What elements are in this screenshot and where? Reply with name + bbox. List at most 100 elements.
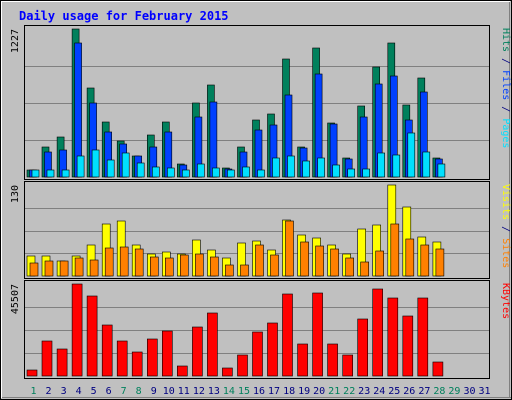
series-pages	[31, 132, 446, 178]
bar-pages-day-10	[167, 167, 175, 178]
x-axis-day-labels: 1 2 3 4 5 6 7 8 9 10 11 12 13 14 15 16 17 18 19 20 21 22 23 24 2…	[30, 386, 490, 397]
x-tick-label-day-31: 31	[478, 386, 490, 397]
chart-title: Daily usage for February 2015	[19, 9, 229, 23]
x-tick-label-day-10: 10	[163, 386, 175, 397]
bar-pages-day-25	[392, 154, 401, 178]
bar-kbytes-day-12	[192, 326, 203, 377]
bar-pages-day-13	[212, 167, 220, 178]
bar-files-day-13	[209, 101, 218, 178]
bar-sites-day-8	[134, 248, 144, 277]
x-tick-label-day-20: 20	[313, 386, 325, 397]
bar-kbytes-day-3	[56, 348, 68, 377]
series-sites	[29, 220, 445, 277]
legend-entry: /	[500, 52, 511, 70]
bar-sites-day-22	[345, 257, 355, 277]
legend-entry: Hits	[500, 28, 511, 52]
bar-pages-day-19	[302, 160, 310, 178]
bar-sites-day-25	[390, 223, 400, 277]
chart-panels: 1227 Hits / Files / Pages 130 Visits / Site…	[10, 25, 511, 379]
legend-entry: /	[500, 220, 511, 238]
x-tick-label-day-1: 1	[30, 386, 36, 397]
x-tick-label-day-18: 18	[283, 386, 295, 397]
x-tick-label-day-4: 4	[76, 386, 82, 397]
bar-sites-day-13	[210, 256, 219, 277]
bar-sites-day-23	[360, 261, 370, 277]
bar-pages-day-8	[136, 162, 145, 178]
x-tick-label-day-17: 17	[268, 386, 280, 397]
x-tick-label-day-25: 25	[388, 386, 400, 397]
x-tick-label-day-8: 8	[136, 386, 142, 397]
bar-pages-day-16	[257, 169, 265, 178]
bar-pages-day-3	[61, 169, 70, 178]
bar-kbytes-day-11	[177, 365, 188, 377]
bar-kbytes-day-2	[41, 340, 53, 377]
bar-sites-day-5	[89, 259, 99, 277]
bar-pages-day-28	[437, 163, 446, 178]
legend-entry: Pages	[500, 118, 511, 148]
bar-kbytes-day-16	[252, 331, 263, 377]
bar-kbytes-day-14	[222, 367, 233, 377]
x-tick-label-day-22: 22	[343, 386, 355, 397]
bar-kbytes-day-9	[147, 338, 158, 377]
y-axis-max-label: 45507	[10, 284, 21, 314]
bar-kbytes-day-17	[267, 322, 278, 377]
bar-kbytes-day-13	[207, 312, 218, 377]
bar-kbytes-day-23	[357, 318, 369, 377]
bar-sites-day-2	[44, 260, 54, 277]
bar-kbytes-day-24	[372, 288, 384, 377]
bar-pages-day-1	[31, 169, 40, 178]
bar-kbytes-day-18	[282, 293, 293, 377]
bar-sites-day-18	[285, 220, 294, 277]
y-axis-max-label: 130	[10, 185, 21, 203]
x-tick-label-day-3: 3	[61, 386, 67, 397]
bar-sites-day-1	[29, 262, 39, 277]
bar-pages-day-23	[362, 168, 371, 178]
bar-sites-day-15	[240, 264, 249, 277]
legend-side-label: KBytes	[500, 283, 511, 319]
x-tick-label-day-26: 26	[403, 386, 415, 397]
x-tick-label-day-12: 12	[193, 386, 205, 397]
x-tick-label-day-27: 27	[418, 386, 430, 397]
bar-sites-day-12	[195, 253, 204, 277]
bar-sites-day-14	[225, 264, 234, 277]
bar-sites-day-7	[119, 246, 129, 277]
x-tick-label-day-15: 15	[238, 386, 250, 397]
bar-sites-day-16	[255, 244, 264, 277]
panel-top: 1227 Hits / Files / Pages	[10, 25, 511, 180]
x-tick-label-day-13: 13	[208, 386, 220, 397]
bar-sites-day-10	[165, 257, 174, 277]
bar-pages-day-4	[76, 155, 85, 178]
legend-entry: /	[500, 100, 511, 118]
bar-pages-day-17	[272, 157, 280, 178]
bar-pages-day-26	[407, 132, 416, 178]
bar-sites-day-26	[405, 238, 415, 277]
bar-kbytes-day-6	[101, 324, 113, 377]
bar-sites-day-24	[375, 250, 385, 277]
bar-pages-day-20	[317, 157, 325, 178]
bar-pages-day-24	[377, 152, 386, 178]
legend-side-label: Visits / Sites	[500, 184, 511, 268]
series-kbytes	[26, 283, 444, 377]
bar-pages-day-27	[422, 151, 431, 178]
y-axis-max-label: 1227	[10, 29, 21, 53]
panel-middle: 130 Visits / Sites	[10, 181, 511, 279]
bar-sites-day-3	[59, 260, 69, 277]
bar-sites-day-20	[315, 245, 324, 277]
legend-entry: Files	[500, 70, 511, 100]
bar-kbytes-day-25	[387, 297, 399, 377]
bar-pages-day-18	[287, 155, 295, 178]
x-tick-label-day-16: 16	[253, 386, 265, 397]
bar-kbytes-day-26	[402, 315, 414, 377]
legend-side-label: Hits / Files / Pages	[500, 28, 511, 148]
bar-kbytes-day-10	[162, 330, 173, 377]
bar-sites-day-4	[74, 257, 84, 277]
bar-sites-day-11	[180, 254, 189, 277]
bar-kbytes-day-5	[86, 295, 98, 377]
x-tick-label-day-2: 2	[45, 386, 51, 397]
bar-sites-day-9	[150, 256, 159, 277]
bar-kbytes-day-21	[327, 343, 338, 377]
bar-pages-day-5	[91, 149, 100, 178]
bar-sites-day-28	[435, 248, 445, 277]
x-tick-label-day-6: 6	[106, 386, 112, 397]
